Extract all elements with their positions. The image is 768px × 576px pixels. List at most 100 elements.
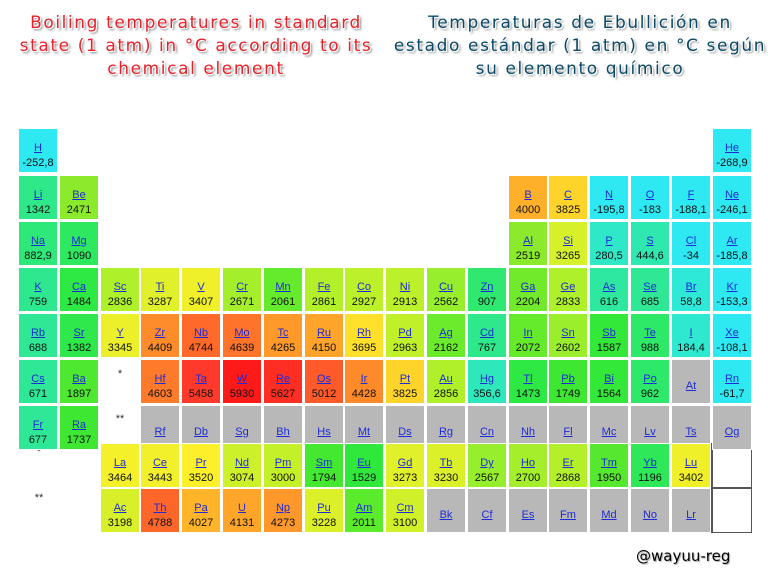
element-symbol-link[interactable]: Xe: [725, 327, 739, 339]
element-symbol-link[interactable]: Eu: [357, 457, 371, 469]
element-symbol-link[interactable]: Sb: [602, 327, 616, 339]
element-symbol-link[interactable]: Ra: [71, 419, 87, 431]
element-symbol-link[interactable]: Bh: [276, 426, 290, 438]
element-symbol-link[interactable]: Cu: [438, 281, 454, 293]
element-symbol-link[interactable]: Ac: [113, 502, 127, 514]
element-symbol-link[interactable]: Zn: [480, 281, 494, 293]
element-symbol-link[interactable]: Pb: [561, 373, 575, 385]
element-symbol-link[interactable]: Hs: [317, 426, 331, 438]
element-symbol-link[interactable]: Sc: [113, 281, 127, 293]
element-symbol-link[interactable]: Nd: [234, 457, 250, 469]
element-symbol-link[interactable]: Ho: [520, 457, 536, 469]
element-symbol-link[interactable]: Tm: [601, 457, 617, 469]
element-symbol-link[interactable]: Mg: [71, 235, 87, 247]
element-symbol-link[interactable]: As: [602, 281, 616, 293]
element-symbol-link[interactable]: Ag: [439, 327, 453, 339]
element-symbol-link[interactable]: Tb: [439, 457, 453, 469]
element-symbol-link[interactable]: Rf: [154, 426, 166, 438]
element-symbol-link[interactable]: Rg: [438, 426, 454, 438]
element-symbol-link[interactable]: Cr: [236, 281, 248, 293]
element-symbol-link[interactable]: B: [524, 189, 532, 201]
element-symbol-link[interactable]: Ni: [399, 281, 411, 293]
element-symbol-link[interactable]: Np: [275, 502, 291, 514]
element-symbol-link[interactable]: He: [724, 142, 740, 154]
element-symbol-link[interactable]: Lu: [684, 457, 698, 469]
element-symbol-link[interactable]: Cf: [481, 509, 493, 521]
element-symbol-link[interactable]: Lr: [686, 509, 696, 521]
element-symbol-link[interactable]: Ta: [195, 373, 207, 385]
element-symbol-link[interactable]: Hf: [154, 373, 166, 385]
element-symbol-link[interactable]: Er: [562, 457, 574, 469]
element-symbol-link[interactable]: Po: [643, 373, 657, 385]
element-symbol-link[interactable]: Ru: [316, 327, 332, 339]
element-symbol-link[interactable]: Lv: [644, 426, 656, 438]
element-symbol-link[interactable]: Cd: [479, 327, 495, 339]
element-symbol-link[interactable]: Ar: [726, 235, 738, 247]
element-symbol-link[interactable]: Am: [355, 502, 373, 514]
element-symbol-link[interactable]: Pa: [194, 502, 208, 514]
element-symbol-link[interactable]: Tl: [523, 373, 533, 385]
element-symbol-link[interactable]: N: [605, 189, 613, 201]
element-symbol-link[interactable]: P: [605, 235, 613, 247]
element-symbol-link[interactable]: No: [642, 509, 658, 521]
element-symbol-link[interactable]: Sm: [315, 457, 333, 469]
element-symbol-link[interactable]: Nh: [520, 426, 536, 438]
element-symbol-link[interactable]: At: [685, 380, 697, 392]
element-symbol-link[interactable]: Ba: [72, 373, 86, 385]
element-symbol-link[interactable]: Md: [601, 509, 617, 521]
element-symbol-link[interactable]: Co: [356, 281, 372, 293]
element-symbol-link[interactable]: S: [646, 235, 654, 247]
element-symbol-link[interactable]: Pr: [195, 457, 207, 469]
element-symbol-link[interactable]: Re: [275, 373, 291, 385]
element-symbol-link[interactable]: Cn: [479, 426, 495, 438]
element-symbol-link[interactable]: Ts: [685, 426, 697, 438]
element-symbol-link[interactable]: Ce: [152, 457, 168, 469]
element-symbol-link[interactable]: Ti: [155, 281, 165, 293]
element-symbol-link[interactable]: Ne: [724, 189, 740, 201]
element-symbol-link[interactable]: K: [34, 281, 42, 293]
element-symbol-link[interactable]: Ga: [520, 281, 536, 293]
element-symbol-link[interactable]: Ca: [71, 281, 87, 293]
element-symbol-link[interactable]: Rb: [30, 327, 46, 339]
element-symbol-link[interactable]: Os: [316, 373, 332, 385]
element-symbol-link[interactable]: Sg: [235, 426, 249, 438]
element-symbol-link[interactable]: F: [687, 189, 695, 201]
element-symbol-link[interactable]: Al: [523, 235, 533, 247]
element-symbol-link[interactable]: Au: [439, 373, 453, 385]
element-symbol-link[interactable]: Be: [72, 189, 86, 201]
element-symbol-link[interactable]: La: [113, 457, 127, 469]
element-symbol-link[interactable]: Pt: [399, 373, 411, 385]
element-symbol-link[interactable]: O: [645, 189, 655, 201]
element-symbol-link[interactable]: Cm: [396, 502, 414, 514]
element-symbol-link[interactable]: Se: [643, 281, 657, 293]
element-symbol-link[interactable]: Pd: [398, 327, 412, 339]
element-symbol-link[interactable]: Dy: [480, 457, 494, 469]
element-symbol-link[interactable]: Si: [563, 235, 573, 247]
element-symbol-link[interactable]: Kr: [726, 281, 738, 293]
element-symbol-link[interactable]: Mt: [357, 426, 371, 438]
element-symbol-link[interactable]: Mn: [275, 281, 291, 293]
element-symbol-link[interactable]: Cl: [685, 235, 697, 247]
element-symbol-link[interactable]: Mc: [601, 426, 617, 438]
element-symbol-link[interactable]: Te: [644, 327, 656, 339]
element-symbol-link[interactable]: Ir: [360, 373, 368, 385]
element-symbol-link[interactable]: Hg: [479, 373, 495, 385]
element-symbol-link[interactable]: I: [689, 327, 693, 339]
element-symbol-link[interactable]: U: [238, 502, 246, 514]
element-symbol-link[interactable]: Pu: [317, 502, 331, 514]
element-symbol-link[interactable]: Ds: [398, 426, 412, 438]
element-symbol-link[interactable]: Rh: [356, 327, 372, 339]
element-symbol-link[interactable]: Br: [685, 281, 697, 293]
element-symbol-link[interactable]: Ge: [560, 281, 576, 293]
element-symbol-link[interactable]: Fe: [317, 281, 331, 293]
element-symbol-link[interactable]: Nb: [193, 327, 209, 339]
element-symbol-link[interactable]: Sn: [561, 327, 575, 339]
element-symbol-link[interactable]: Th: [153, 502, 167, 514]
element-symbol-link[interactable]: In: [523, 327, 533, 339]
element-symbol-link[interactable]: Rn: [724, 373, 740, 385]
element-symbol-link[interactable]: Fr: [32, 419, 44, 431]
element-symbol-link[interactable]: V: [197, 281, 205, 293]
element-symbol-link[interactable]: Bk: [439, 509, 453, 521]
element-symbol-link[interactable]: Sr: [73, 327, 85, 339]
element-symbol-link[interactable]: Li: [33, 189, 43, 201]
